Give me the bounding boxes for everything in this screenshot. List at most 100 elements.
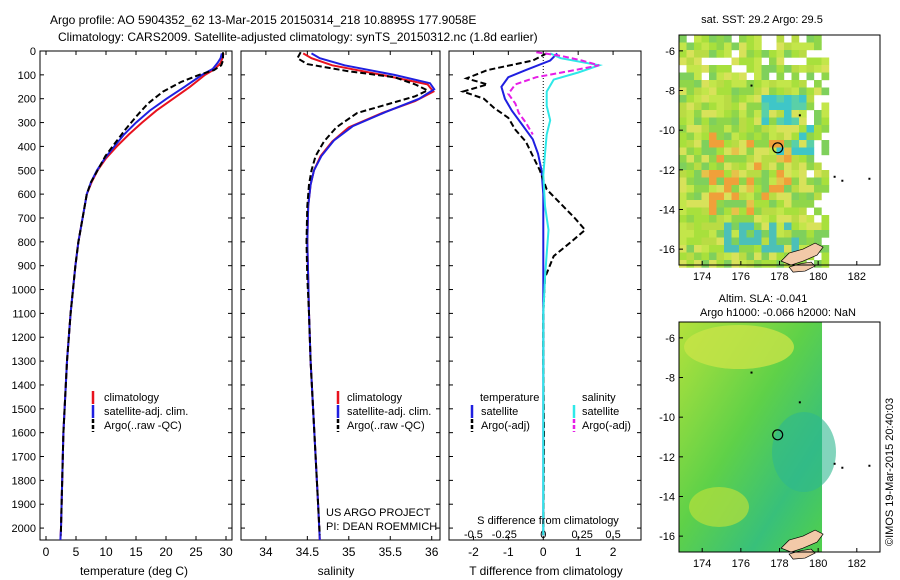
sst-cell <box>791 72 800 81</box>
sst-cell <box>716 245 725 253</box>
sst-cell <box>679 50 687 58</box>
sst-cell <box>799 125 807 133</box>
sst-cell <box>776 260 785 268</box>
sst-cell <box>791 140 800 148</box>
series-climatology <box>302 52 435 541</box>
sst-cell <box>716 42 725 51</box>
sst-cell <box>799 80 807 88</box>
y-tick-label: 300 <box>18 118 36 130</box>
temperature-panel: 0100200300400500600700800900100011001200… <box>12 46 233 559</box>
sst-cell <box>784 222 792 231</box>
sst-cell <box>776 192 785 201</box>
sst-cell <box>679 95 687 103</box>
credit-line-1: US ARGO PROJECT <box>326 507 431 519</box>
sst-cell <box>814 35 822 43</box>
y-tick-label: 500 <box>18 165 36 177</box>
sst-cell <box>724 50 732 58</box>
sst-cell <box>739 50 747 58</box>
sst-cell <box>701 237 710 246</box>
sst-cell <box>679 35 687 43</box>
y-tick-label: 1500 <box>12 404 36 416</box>
sst-cell <box>746 140 755 148</box>
top-tick-label: -0.5 <box>464 529 483 541</box>
sst-cell <box>724 65 732 73</box>
sst-cell <box>761 177 770 186</box>
sst-cell <box>754 200 762 208</box>
sst-cell <box>739 35 747 43</box>
sst-cell <box>791 215 800 223</box>
sst-cell <box>769 207 777 216</box>
sst-cell <box>701 207 710 216</box>
sst-cell <box>814 57 822 66</box>
sst-cell <box>686 65 695 73</box>
islet <box>833 175 836 178</box>
sst-cell <box>701 147 710 156</box>
sst-cell <box>776 80 785 88</box>
sst-cell <box>806 230 815 238</box>
sst-cell <box>739 162 747 171</box>
sst-cell <box>754 207 762 216</box>
sst-cell <box>746 222 755 231</box>
sst-cell <box>694 117 702 126</box>
sst-cell <box>701 155 710 163</box>
sst-cell <box>799 170 807 178</box>
sst-cell <box>716 230 725 238</box>
sst-cell <box>791 170 800 178</box>
sst-cell <box>694 237 702 246</box>
islet <box>750 371 753 374</box>
sst-cell <box>686 192 695 201</box>
sst-cell <box>709 155 717 163</box>
sst-cell <box>739 125 747 133</box>
sst-cell <box>814 87 822 96</box>
sst-cell <box>716 80 725 88</box>
sst-cell <box>739 95 747 103</box>
sst-cell <box>731 155 740 163</box>
y-tick-label: 400 <box>18 141 36 153</box>
sst-cell <box>731 117 740 126</box>
sst-cell <box>686 155 695 163</box>
sst-cell <box>716 162 725 171</box>
sst-cell <box>791 192 800 201</box>
sst-cell <box>806 162 815 171</box>
sst-cell <box>679 80 687 88</box>
sst-cell <box>746 102 755 111</box>
y-tick-label: 700 <box>18 213 36 225</box>
sst-cell <box>686 207 695 216</box>
sst-cell <box>701 200 710 208</box>
legend-label-s-argo: Argo(-adj) <box>582 420 631 432</box>
sst-cell <box>806 177 815 186</box>
sst-cell <box>784 95 792 103</box>
sst-cell <box>701 177 710 186</box>
sst-cell <box>769 50 777 58</box>
map-x-tick-label: 182 <box>848 558 866 570</box>
sst-cell <box>709 252 717 261</box>
sst-cell <box>821 65 830 73</box>
legend-label-climatology: climatology <box>104 392 160 404</box>
sst-cell <box>686 50 695 58</box>
sst-cell <box>709 170 717 178</box>
sst-cell <box>701 125 710 133</box>
sst-cell <box>791 110 800 118</box>
sst-cell <box>746 215 755 223</box>
series-temperature-satellite <box>500 52 558 536</box>
sst-cell <box>754 80 762 88</box>
sst-cell <box>716 222 725 231</box>
sst-cell <box>761 102 770 111</box>
map-x-tick-label: 174 <box>693 558 711 570</box>
x-tick-label: 1 <box>575 545 582 559</box>
difference-frame <box>448 50 642 541</box>
sst-cell <box>694 147 702 156</box>
sst-cell <box>784 102 792 111</box>
sst-cell <box>724 140 732 148</box>
sst-cell <box>799 65 807 73</box>
sst-cell <box>709 260 717 268</box>
sst-cell <box>821 147 830 156</box>
islet <box>841 179 844 182</box>
sst-cell <box>739 192 747 201</box>
legend-title-salinity: salinity <box>582 392 616 404</box>
sst-cell <box>806 140 815 148</box>
sst-cell <box>716 185 725 193</box>
sst-cell <box>769 125 777 133</box>
sst-cell <box>754 125 762 133</box>
sst-cell <box>806 42 815 51</box>
